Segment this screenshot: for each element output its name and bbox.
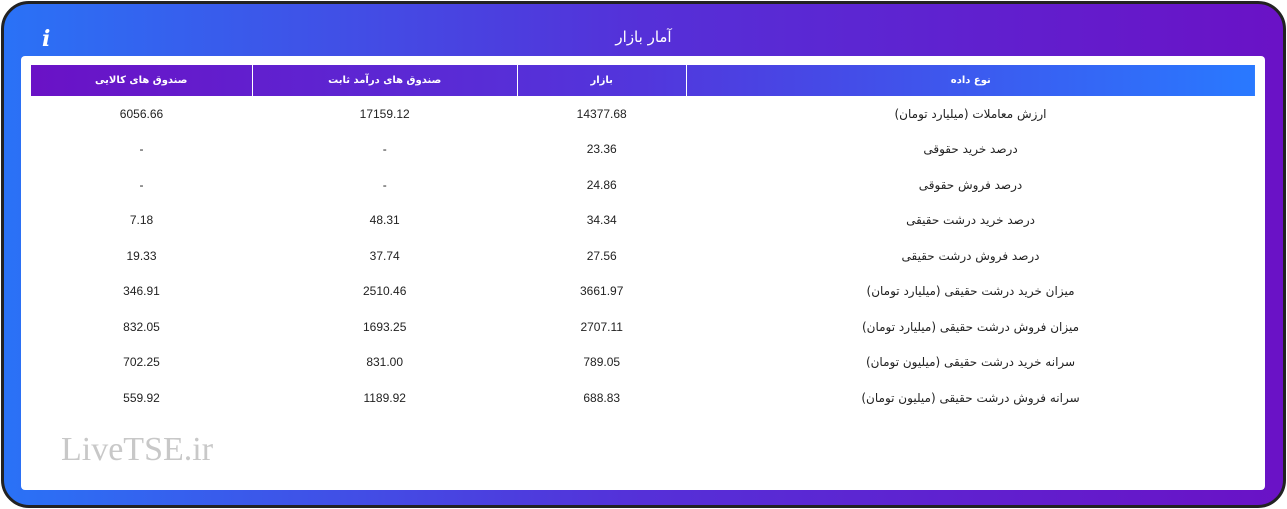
row-label: درصد فروش درشت حقیقی (901, 248, 1040, 263)
table-row: درصد فروش حقوقی 24.86 - - (31, 167, 1255, 203)
table-row: سرانه فروش درشت حقیقی (میلیون تومان) 688.… (31, 380, 1255, 416)
cell-value: 559.92 (123, 390, 160, 405)
market-stats-table: نوع داده بازار صندوق های درآمد ثابت صندوق ه… (31, 65, 1255, 416)
row-label: درصد خرید حقوقی (923, 142, 1018, 157)
column-header: صندوق های کالایی (95, 75, 188, 86)
row-label: درصد فروش حقوقی (918, 177, 1023, 192)
row-label: میزان فروش درشت حقیقی (میلیارد تومان) (861, 319, 1080, 334)
cell-value: 2510.46 (362, 284, 407, 299)
cell-value: 1189.92 (363, 390, 406, 405)
row-label: ارزش معاملات (میلیارد تومان) (894, 106, 1047, 121)
cell-value: 832.05 (123, 319, 160, 334)
cell-value: - (382, 142, 387, 157)
cell-value: 27.56 (586, 248, 617, 263)
cell-value: - (139, 142, 144, 157)
table-row: سرانه خرید درشت حقیقی (میلیون تومان) 789.… (31, 345, 1255, 381)
info-icon[interactable]: i (42, 26, 51, 52)
row-label: سرانه فروش درشت حقیقی (میلیون تومان) (861, 390, 1080, 405)
cell-value: 14377.68 (576, 106, 627, 121)
row-label: درصد خرید درشت حقیقی (906, 213, 1035, 228)
cell-value: 19.33 (126, 248, 157, 263)
cell-value: 7.18 (129, 213, 154, 228)
table-row: ارزش معاملات (میلیارد تومان) 14377.68 1715… (31, 96, 1255, 132)
cell-value: 48.31 (369, 213, 400, 228)
cell-value: 789.05 (583, 355, 621, 370)
cell-value: 3661.97 (580, 284, 624, 299)
cell-value: - (382, 177, 387, 192)
cell-value: 1693.25 (362, 319, 407, 334)
table-row: درصد خرید درشت حقیقی 34.34 48.31 7.18 (31, 203, 1255, 239)
table-row: درصد فروش درشت حقیقی 27.56 37.74 19.33 (31, 238, 1255, 274)
cell-value: - (139, 177, 144, 192)
table-row: درصد خرید حقوقی 23.36 - - (31, 132, 1255, 168)
cell-value: 23.36 (586, 142, 617, 157)
table-row: میزان فروش درشت حقیقی (میلیارد تومان) 270… (31, 309, 1255, 345)
cell-value: 17159.12 (359, 106, 410, 121)
cell-value: 346.91 (123, 284, 160, 299)
cell-value: 688.83 (583, 390, 621, 405)
cell-value: 6056.66 (119, 106, 164, 121)
table-row: میزان خرید درشت حقیقی (میلیارد تومان) 366… (31, 274, 1255, 310)
stats-card: نوع داده بازار صندوق های درآمد ثابت صندوق ه… (21, 56, 1265, 490)
panel-title: آمار بازار (615, 28, 672, 46)
cell-value: 2707.11 (580, 319, 623, 334)
watermark: LiveTSE.ir (61, 431, 214, 468)
column-header: نوع داده (685, 65, 1255, 96)
cell-value: 702.25 (123, 355, 160, 370)
column-header: بازار (516, 65, 687, 96)
column-header: صندوق های درآمد ثابت (251, 65, 518, 96)
cell-value: 37.74 (369, 248, 400, 263)
cell-value: 34.34 (586, 213, 617, 228)
row-label: سرانه خرید درشت حقیقی (میلیون تومان) (865, 355, 1076, 370)
row-label: میزان خرید درشت حقیقی (میلیارد تومان) (866, 284, 1075, 299)
cell-value: 24.86 (586, 177, 617, 192)
cell-value: 831.00 (366, 355, 404, 370)
